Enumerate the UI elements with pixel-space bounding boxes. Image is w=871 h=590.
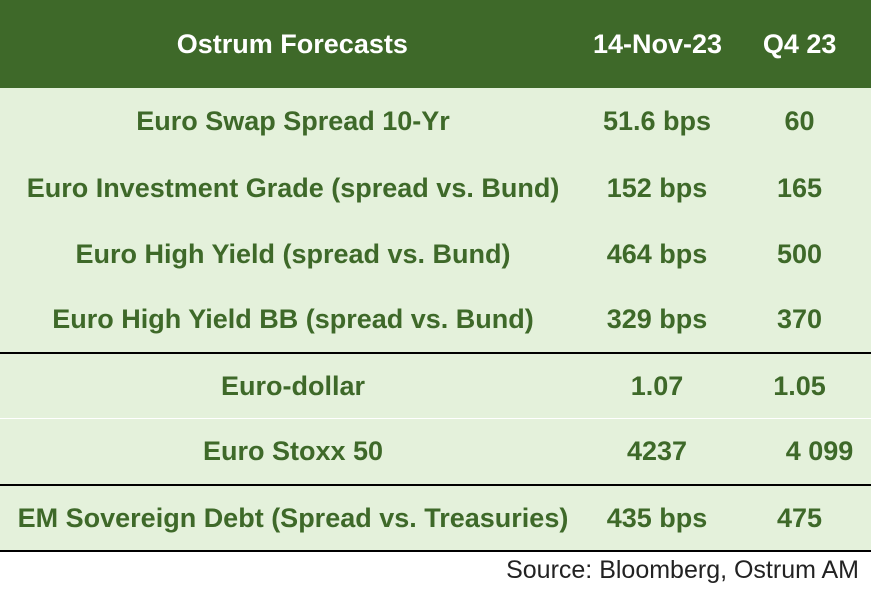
table-row: Euro High Yield BB (spread vs. Bund) 329… (0, 287, 871, 352)
row-forecast: 165 (776, 172, 823, 203)
source-note: Source: Bloomberg, Ostrum AM (506, 556, 859, 584)
row-current: 464 bps (606, 238, 708, 269)
row-label: Euro Investment Grade (spread vs. Bund) (26, 172, 560, 203)
row-current: 4237 (626, 436, 688, 466)
row-forecast: 475 (776, 502, 823, 533)
table-row: Euro Swap Spread 10-Yr 51.6 bps 60 (0, 88, 871, 155)
row-current: 152 bps (606, 172, 708, 203)
table-row: Euro Stoxx 50 4237 4 099 (0, 418, 871, 484)
row-current: 435 bps (606, 502, 708, 533)
header-q4: Q4 23 (762, 28, 837, 59)
row-current: 1.07 (630, 370, 684, 401)
table-row: Euro-dollar 1.07 1.05 (0, 352, 871, 418)
row-current: 51.6 bps (602, 106, 712, 136)
row-current: 329 bps (606, 304, 708, 334)
row-forecast: 1.05 (773, 370, 826, 401)
row-label: EM Sovereign Debt (Spread vs. Treasuries… (17, 502, 569, 533)
table-row: Euro Investment Grade (spread vs. Bund) … (0, 155, 871, 221)
row-label: Euro-dollar (220, 370, 365, 401)
table-row: Euro High Yield (spread vs. Bund) 464 bp… (0, 221, 871, 287)
row-forecast: 4 099 (785, 436, 854, 466)
row-label: Euro High Yield BB (spread vs. Bund) (52, 304, 534, 334)
table-row: EM Sovereign Debt (Spread vs. Treasuries… (0, 484, 871, 552)
row-label: Euro High Yield (spread vs. Bund) (75, 238, 511, 269)
forecast-table: Ostrum Forecasts 14-Nov-23 Q4 23 Euro Sw… (0, 0, 871, 552)
row-forecast: 60 (784, 106, 815, 136)
header-date: 14-Nov-23 (592, 28, 723, 59)
row-forecast: 500 (776, 238, 823, 269)
header-title: Ostrum Forecasts (176, 28, 408, 59)
row-label: Euro Stoxx 50 (202, 436, 384, 466)
row-label: Euro Swap Spread 10-Yr (136, 106, 450, 136)
table-header: Ostrum Forecasts 14-Nov-23 Q4 23 (0, 0, 871, 88)
row-forecast: 370 (776, 304, 823, 334)
